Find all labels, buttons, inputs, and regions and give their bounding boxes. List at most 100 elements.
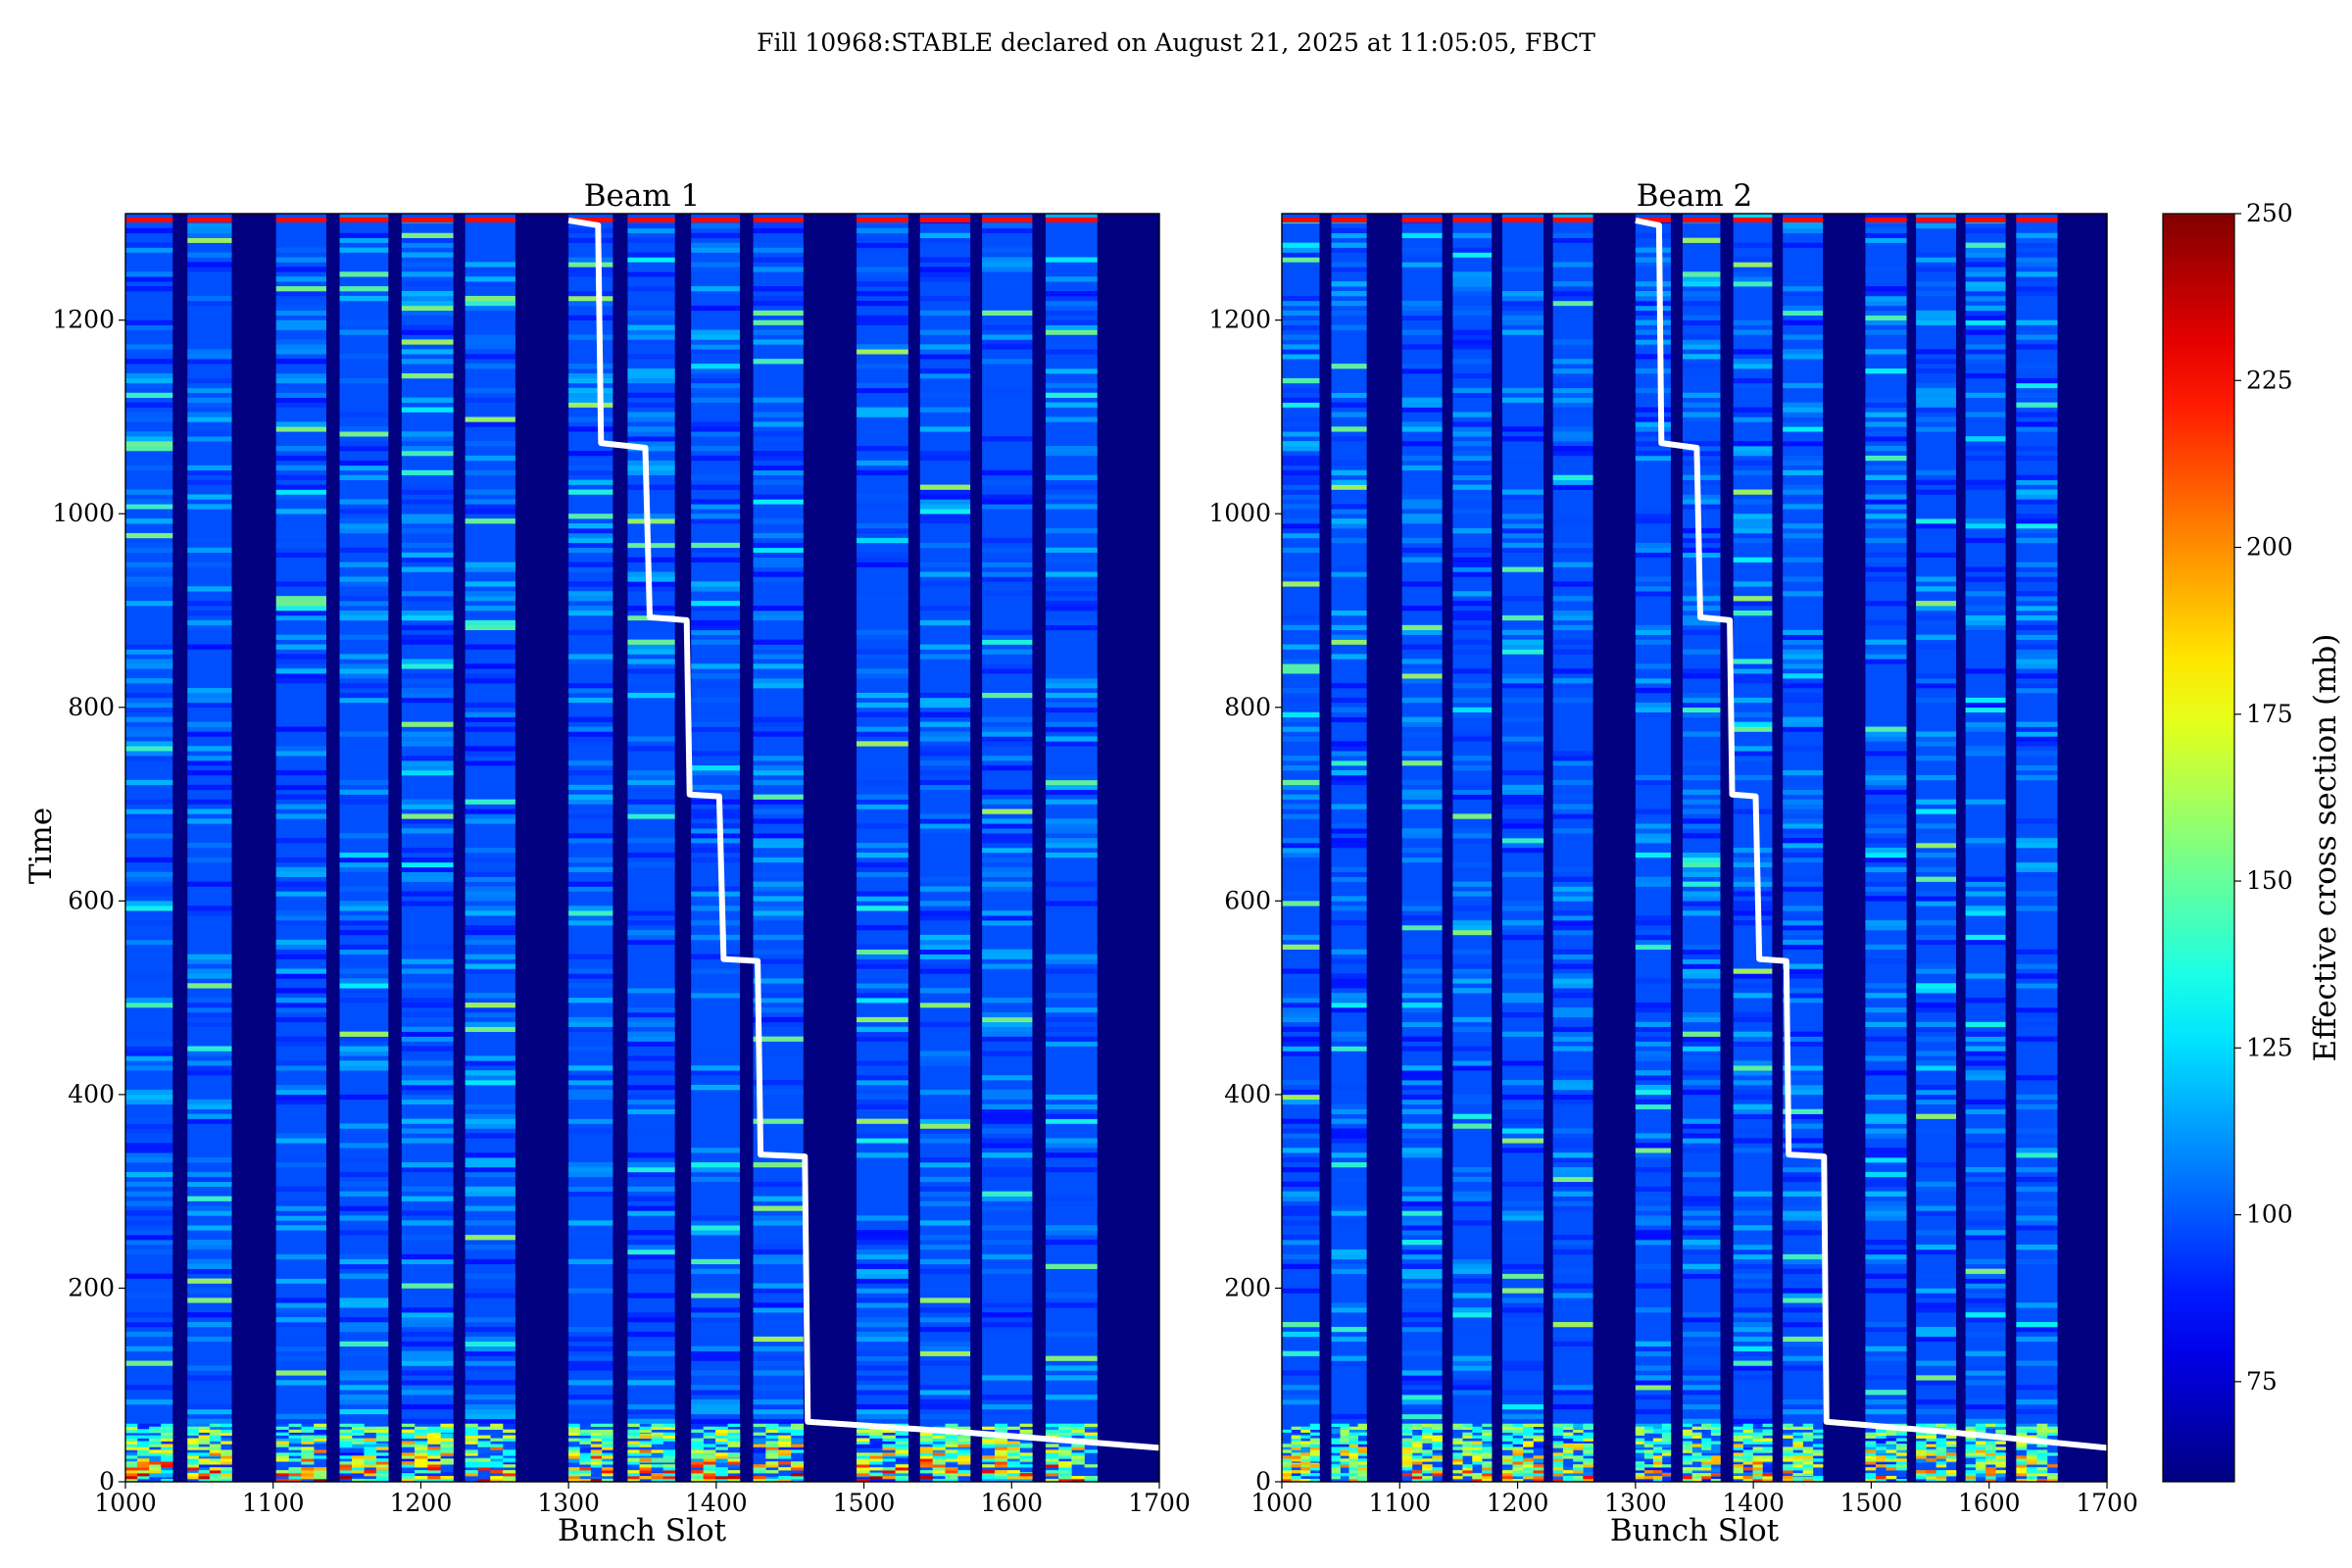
heatmap-cell-row bbox=[1783, 1143, 1824, 1149]
heatmap-cell-row bbox=[275, 1006, 326, 1013]
heatmap-cell-row bbox=[691, 581, 740, 587]
heatmap-hot-cell bbox=[1522, 1429, 1534, 1433]
bunch-train-7 bbox=[1635, 214, 1672, 1482]
heatmap-cell-row bbox=[1174, 461, 1182, 466]
heatmap-cell-row bbox=[1916, 214, 1957, 220]
heatmap-cell-row bbox=[125, 726, 173, 732]
heatmap-cell-row bbox=[1331, 518, 1367, 524]
heatmap-hot-cell bbox=[1635, 1426, 1645, 1430]
heatmap-cell-row bbox=[1501, 489, 1544, 495]
heatmap-cell-row bbox=[1501, 596, 1544, 602]
heatmap-hot-cell bbox=[715, 1467, 728, 1471]
heatmap-cell-row bbox=[1174, 1409, 1182, 1414]
heatmap-hot-cell bbox=[440, 1429, 454, 1433]
heatmap-hot-cell bbox=[339, 1441, 353, 1445]
heatmap-cell-row bbox=[187, 857, 232, 863]
heatmap-cell-row bbox=[125, 247, 173, 253]
heatmap-cell-row bbox=[1331, 949, 1367, 955]
heatmap-cell-row bbox=[1174, 813, 1182, 818]
heatmap-hot-cell bbox=[1701, 1464, 1712, 1468]
heatmap-hot-cell bbox=[465, 1461, 478, 1465]
heatmap-cell-row bbox=[1501, 514, 1544, 519]
heatmap-hot-cell bbox=[1995, 1446, 2006, 1450]
heatmap-hot-cell bbox=[1916, 1432, 1927, 1436]
heatmap-cell-row bbox=[187, 968, 232, 974]
heatmap-cell-row bbox=[1682, 474, 1721, 480]
heatmap-hot-cell bbox=[1432, 1458, 1443, 1462]
heatmap-cell-row bbox=[465, 262, 515, 268]
heatmap-cell-row bbox=[1501, 861, 1544, 868]
y-tick-label: 1000 bbox=[52, 499, 115, 527]
heatmap-cell-row bbox=[401, 324, 454, 330]
heatmap-cell-row bbox=[1401, 828, 1443, 834]
heatmap-hot-cell bbox=[579, 1479, 592, 1482]
heatmap-cell-row bbox=[187, 1408, 232, 1415]
heatmap-hot-cell bbox=[602, 1429, 613, 1433]
heatmap-cell-row bbox=[857, 731, 908, 737]
heatmap-hot-cell bbox=[198, 1452, 211, 1456]
heatmap-hot-cell bbox=[275, 1473, 289, 1477]
heatmap-cell-row bbox=[1552, 1006, 1593, 1013]
heatmap-cell-row bbox=[1916, 552, 1957, 558]
heatmap-hot-cell bbox=[1682, 1458, 1692, 1462]
heatmap-hot-cell bbox=[1783, 1446, 1793, 1450]
heatmap-cell-row bbox=[691, 1220, 740, 1226]
heatmap-hot-cell bbox=[568, 1423, 580, 1427]
heatmap-hot-cell bbox=[994, 1446, 1008, 1450]
heatmap-cell-row bbox=[401, 1355, 454, 1361]
heatmap-hot-cell bbox=[753, 1423, 766, 1427]
heatmap-hot-cell bbox=[919, 1461, 933, 1465]
heatmap-hot-cell bbox=[639, 1429, 652, 1433]
heatmap-cell-row bbox=[1282, 547, 1320, 554]
heatmap-cell-row bbox=[1865, 1346, 1907, 1351]
heatmap-cell-row bbox=[187, 1181, 232, 1188]
heatmap-cell-row bbox=[1552, 1240, 1593, 1246]
heatmap-cell-row bbox=[691, 1385, 740, 1391]
heatmap-cell-row bbox=[1045, 702, 1098, 709]
heatmap-cell-row bbox=[1045, 1365, 1098, 1371]
heatmap-cell-row bbox=[275, 359, 326, 365]
heatmap-hot-cell bbox=[662, 1452, 675, 1456]
heatmap-hot-cell bbox=[137, 1458, 150, 1462]
heatmap-cell-row bbox=[339, 1302, 389, 1308]
heatmap-cell-row bbox=[919, 1298, 971, 1303]
heatmap-cell-row bbox=[691, 1148, 740, 1153]
heatmap-hot-cell bbox=[465, 1458, 478, 1462]
heatmap-cell-row bbox=[465, 1395, 515, 1400]
heatmap-cell-row bbox=[187, 232, 232, 238]
heatmap-hot-cell bbox=[314, 1435, 327, 1439]
heatmap-cell-row bbox=[1401, 1399, 1443, 1405]
heatmap-cell-row bbox=[1682, 276, 1721, 282]
heatmap-cell-row bbox=[857, 562, 908, 567]
heatmap-cell-row bbox=[1501, 1263, 1544, 1269]
heatmap-hot-cell bbox=[1174, 1467, 1176, 1470]
heatmap-cell-row bbox=[1282, 1089, 1320, 1096]
heatmap-hot-cell bbox=[1926, 1476, 1936, 1480]
heatmap-cell-row bbox=[275, 1041, 326, 1047]
heatmap-cell-row bbox=[1282, 460, 1320, 466]
heatmap-hot-cell bbox=[161, 1452, 173, 1456]
heatmap-hot-cell bbox=[1340, 1426, 1349, 1430]
heatmap-hot-cell bbox=[895, 1470, 909, 1474]
heatmap-cell-row bbox=[1783, 291, 1824, 297]
heatmap-cell-row bbox=[1783, 504, 1824, 510]
heatmap-cell-row bbox=[1501, 1288, 1544, 1294]
heatmap-hot-cell bbox=[1300, 1441, 1311, 1445]
heatmap-hot-cell bbox=[477, 1458, 491, 1462]
heatmap-cell-row bbox=[275, 377, 326, 384]
heatmap-hot-cell bbox=[2036, 1435, 2048, 1439]
heatmap-hot-cell bbox=[1583, 1449, 1593, 1453]
heatmap-cell-row bbox=[1045, 1041, 1098, 1047]
heatmap-hot-cell bbox=[1300, 1455, 1311, 1459]
heatmap-cell-row bbox=[1174, 635, 1182, 640]
heatmap-cell-row bbox=[919, 1133, 971, 1139]
heatmap-cell-row bbox=[982, 1253, 1033, 1260]
heatmap-cell-row bbox=[339, 426, 389, 432]
heatmap-cell-row bbox=[1331, 843, 1367, 849]
heatmap-cell-row bbox=[753, 756, 804, 761]
heatmap-cell-row bbox=[982, 1089, 1033, 1096]
heatmap-hot-cell bbox=[1300, 1444, 1311, 1447]
heatmap-hot-cell bbox=[765, 1464, 779, 1468]
heatmap-cell-row bbox=[1635, 295, 1671, 302]
heatmap-hot-cell bbox=[869, 1429, 883, 1433]
